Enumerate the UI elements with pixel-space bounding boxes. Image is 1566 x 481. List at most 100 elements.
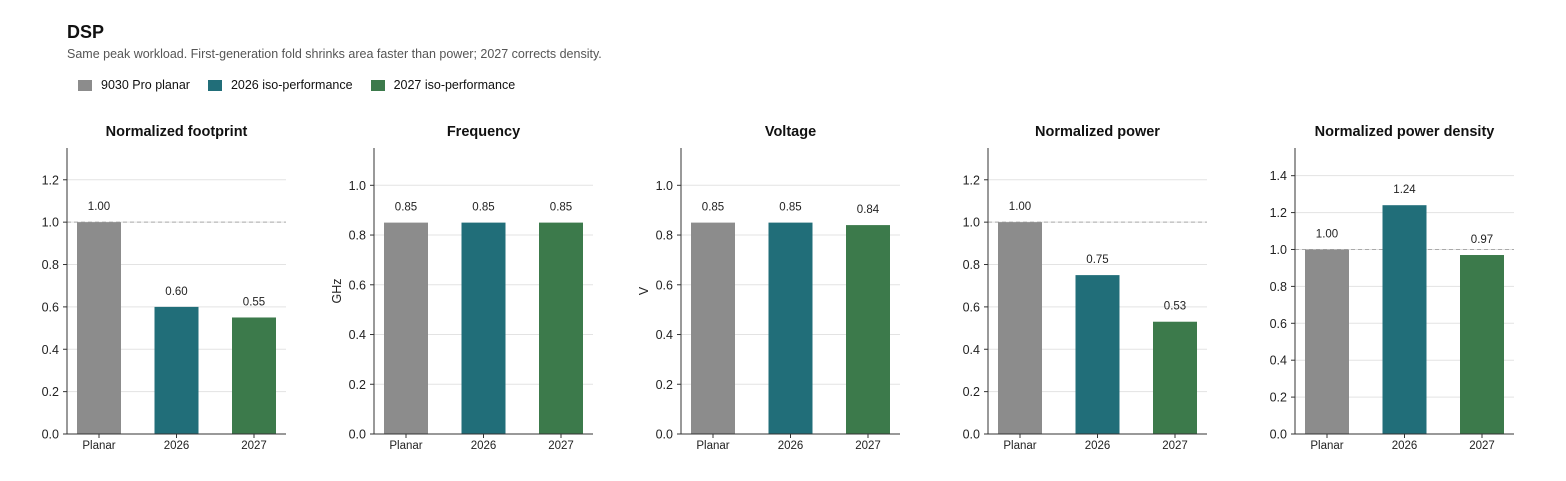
y-tick-label: 0.2 xyxy=(963,385,980,399)
data-label: 0.85 xyxy=(779,202,801,214)
data-label: 0.97 xyxy=(1471,234,1493,246)
data-label: 1.24 xyxy=(1393,184,1416,196)
bar-2026 xyxy=(154,306,199,434)
data-label: 0.85 xyxy=(395,202,417,214)
bar-planar xyxy=(691,222,735,434)
chart-title: Normalized power density xyxy=(1315,124,1495,140)
x-tick-label: Planar xyxy=(389,440,422,452)
legend-item-planar: 9030 Pro planar xyxy=(78,78,190,92)
x-tick-label: 2027 xyxy=(241,440,267,452)
legend-swatch-2027 xyxy=(370,79,385,91)
y-tick-label: 0.2 xyxy=(1270,391,1287,405)
y-tick-label: 0.4 xyxy=(42,343,59,357)
page-subtitle: Same peak workload. First-generation fol… xyxy=(67,47,602,61)
x-tick-label: Planar xyxy=(82,440,115,452)
legend-swatch-planar xyxy=(78,79,92,91)
data-label: 0.85 xyxy=(702,202,724,214)
x-tick-label: 2026 xyxy=(778,440,804,452)
bar-2027 xyxy=(1460,255,1504,434)
y-axis-label: V xyxy=(637,286,651,295)
y-tick-label: 0.6 xyxy=(42,300,59,314)
y-tick-label: 1.2 xyxy=(963,173,980,187)
y-tick-label: 1.2 xyxy=(1270,206,1287,220)
y-axis-label: GHz xyxy=(330,279,344,304)
x-tick-label: 2026 xyxy=(471,440,497,452)
y-tick-label: 0.4 xyxy=(1270,354,1287,368)
x-tick-label: Planar xyxy=(1003,440,1036,452)
chart-panel-3: Voltage 0.0 0.2 0.4 0.6 0.8 1.0 V 0.85 Planar 0.85… xyxy=(637,124,900,452)
y-tick-label: 0.2 xyxy=(656,378,673,392)
y-tick-label: 0.8 xyxy=(963,258,980,272)
legend-item-2026: 2026 iso-performance xyxy=(207,78,353,92)
x-tick-label: 2026 xyxy=(164,440,190,452)
chart-title: Normalized footprint xyxy=(106,124,248,140)
data-label: 0.55 xyxy=(243,296,265,308)
legend: 9030 Pro planar 2026 iso-performance 202… xyxy=(78,78,515,92)
chart-panel-2: Frequency 0.0 0.2 0.4 0.6 0.8 1.0 GHz 0.85 Planar… xyxy=(330,124,593,452)
y-tick-label: 0.6 xyxy=(1270,317,1287,331)
x-tick-label: 2026 xyxy=(1085,440,1111,452)
data-label: 1.00 xyxy=(1316,228,1338,240)
legend-label-planar: 9030 Pro planar xyxy=(101,78,190,92)
bar-2026 xyxy=(1075,275,1120,434)
bar-planar xyxy=(998,222,1042,434)
bar-2026 xyxy=(1382,205,1427,434)
data-label: 0.75 xyxy=(1086,254,1108,266)
y-tick-label: 1.0 xyxy=(1270,243,1287,257)
y-tick-label: 1.0 xyxy=(42,216,59,230)
y-tick-label: 0.4 xyxy=(963,343,980,357)
data-label: 0.60 xyxy=(165,286,187,298)
x-tick-label: 2026 xyxy=(1392,440,1418,452)
chart-panel-1: Normalized footprint 0.0 0.2 0.4 0.6 0.8 1.0 1.… xyxy=(42,124,286,452)
chart-panel-5: Normalized power density 0.0 0.2 0.4 0.6 0.8 1… xyxy=(1270,124,1514,452)
legend-item-2027: 2027 iso-performance xyxy=(370,78,516,92)
y-tick-label: 0.0 xyxy=(42,428,59,442)
y-tick-label: 0.6 xyxy=(349,278,366,292)
x-tick-label: 2027 xyxy=(548,440,574,452)
bar-2027 xyxy=(1153,321,1197,434)
bar-2027 xyxy=(539,222,583,434)
y-tick-label: 1.0 xyxy=(656,179,673,193)
y-tick-label: 1.2 xyxy=(42,173,59,187)
y-tick-label: 0.8 xyxy=(1270,280,1287,294)
y-tick-label: 1.4 xyxy=(1270,169,1287,183)
x-tick-label: 2027 xyxy=(1162,440,1188,452)
x-tick-label: 2027 xyxy=(855,440,881,452)
y-tick-label: 0.0 xyxy=(656,428,673,442)
y-tick-label: 0.2 xyxy=(42,385,59,399)
bar-2026 xyxy=(768,222,813,434)
bar-planar xyxy=(77,222,121,434)
data-label: 0.84 xyxy=(857,204,880,216)
bar-planar xyxy=(1305,249,1349,434)
x-tick-label: Planar xyxy=(696,440,729,452)
y-tick-label: 0.4 xyxy=(656,328,673,342)
data-label: 1.00 xyxy=(1009,201,1031,213)
data-label: 0.85 xyxy=(550,202,572,214)
chart-title: Frequency xyxy=(447,124,520,140)
y-tick-label: 1.0 xyxy=(963,216,980,230)
y-tick-label: 1.0 xyxy=(349,179,366,193)
y-tick-label: 0.2 xyxy=(349,378,366,392)
y-tick-label: 0.0 xyxy=(1270,428,1287,442)
data-label: 0.53 xyxy=(1164,301,1186,313)
data-label: 0.85 xyxy=(472,202,494,214)
y-tick-label: 0.0 xyxy=(963,428,980,442)
legend-swatch-2026 xyxy=(207,79,222,91)
data-label: 1.00 xyxy=(88,201,110,213)
page-title: DSP xyxy=(67,22,105,42)
bar-2026 xyxy=(461,222,506,434)
y-tick-label: 0.8 xyxy=(42,258,59,272)
y-tick-label: 0.8 xyxy=(656,229,673,243)
bar-2027 xyxy=(232,317,276,434)
chart-title: Normalized power xyxy=(1035,124,1160,140)
x-tick-label: 2027 xyxy=(1469,440,1495,452)
y-tick-label: 0.0 xyxy=(349,428,366,442)
chart-title: Voltage xyxy=(765,124,816,140)
y-tick-label: 0.6 xyxy=(963,300,980,314)
bar-planar xyxy=(384,222,428,434)
legend-label-2027: 2027 iso-performance xyxy=(393,78,516,92)
y-tick-label: 0.4 xyxy=(349,328,366,342)
legend-label-2026: 2026 iso-performance xyxy=(230,78,353,92)
bar-2027 xyxy=(846,225,890,434)
